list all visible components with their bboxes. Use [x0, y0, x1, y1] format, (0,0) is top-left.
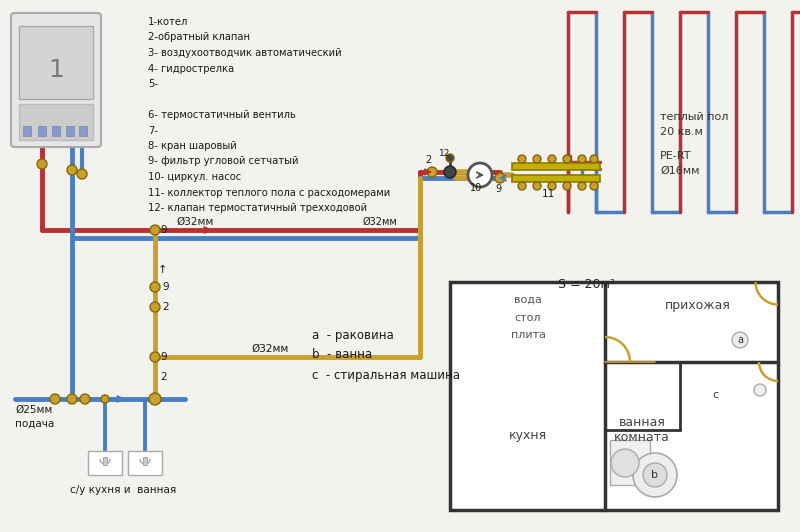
Circle shape: [37, 159, 47, 169]
Circle shape: [533, 182, 541, 190]
Text: 9: 9: [160, 225, 166, 235]
Text: 11: 11: [542, 189, 554, 199]
Text: 3- воздухоотводчик автоматический: 3- воздухоотводчик автоматический: [148, 48, 342, 58]
Text: 10- циркул. насос: 10- циркул. насос: [148, 172, 242, 182]
Text: ванная
комната: ванная комната: [614, 416, 670, 444]
Text: 2: 2: [162, 302, 169, 312]
Text: Ø32мм: Ø32мм: [362, 217, 398, 227]
Text: 2: 2: [160, 372, 166, 382]
Circle shape: [643, 463, 667, 487]
Circle shape: [590, 155, 598, 163]
Text: b: b: [651, 470, 658, 480]
Text: 9- фильтр угловой сетчатый: 9- фильтр угловой сетчатый: [148, 156, 298, 167]
Bar: [79, 126, 87, 136]
Circle shape: [468, 163, 492, 187]
Circle shape: [77, 169, 87, 179]
Circle shape: [150, 225, 160, 235]
Bar: [128, 451, 162, 475]
Circle shape: [548, 155, 556, 163]
Text: теплый пол: теплый пол: [660, 112, 728, 122]
Circle shape: [67, 165, 77, 175]
Circle shape: [533, 155, 541, 163]
Circle shape: [427, 167, 437, 177]
Bar: [512, 175, 600, 182]
Circle shape: [50, 394, 60, 404]
Bar: [88, 451, 122, 475]
Bar: [38, 126, 46, 136]
Circle shape: [611, 449, 639, 477]
Text: 20 кв.м: 20 кв.м: [660, 127, 703, 137]
Circle shape: [563, 155, 571, 163]
Circle shape: [578, 182, 586, 190]
Text: 5-: 5-: [148, 79, 158, 89]
Circle shape: [150, 352, 160, 362]
Text: 6- термостатичный вентиль: 6- термостатичный вентиль: [148, 110, 296, 120]
FancyBboxPatch shape: [11, 13, 101, 147]
Text: 12- клапан термостатичный трехходовой: 12- клапан термостатичный трехходовой: [148, 203, 367, 213]
Text: S = 20м²: S = 20м²: [558, 278, 615, 292]
Text: Ø16мм: Ø16мм: [660, 166, 699, 176]
Text: прихожая: прихожая: [665, 298, 731, 312]
Circle shape: [518, 155, 526, 163]
Circle shape: [149, 393, 161, 405]
Bar: [450, 282, 778, 510]
Text: 7-: 7-: [148, 126, 158, 136]
Text: 9: 9: [160, 352, 166, 362]
Text: вода: вода: [514, 295, 542, 305]
Text: a: a: [737, 335, 743, 345]
Circle shape: [80, 394, 90, 404]
Bar: [23, 126, 31, 136]
Text: 11- коллектор теплого пола с расходомерами: 11- коллектор теплого пола с расходомера…: [148, 187, 390, 197]
Text: Ø32мм: Ø32мм: [176, 217, 214, 227]
Text: 10: 10: [470, 183, 482, 193]
Text: b  - ванна: b - ванна: [312, 348, 372, 362]
Circle shape: [633, 453, 677, 497]
Bar: [103, 457, 107, 465]
Circle shape: [150, 302, 160, 312]
Circle shape: [150, 282, 160, 292]
Circle shape: [518, 182, 526, 190]
Text: с/у кухня и  ванная: с/у кухня и ванная: [70, 485, 176, 495]
Text: ↑: ↑: [158, 265, 166, 275]
Text: 9: 9: [162, 282, 169, 292]
Text: Ø32мм: Ø32мм: [251, 344, 289, 354]
Circle shape: [732, 332, 748, 348]
Text: a  - раковина: a - раковина: [312, 328, 394, 342]
Text: 9: 9: [495, 184, 501, 194]
Circle shape: [101, 395, 109, 403]
Bar: [66, 126, 74, 136]
Text: 2-обратный клапан: 2-обратный клапан: [148, 32, 250, 43]
Circle shape: [446, 154, 454, 162]
Bar: [52, 126, 60, 136]
Text: 12: 12: [439, 149, 450, 159]
Text: 4- гидрострелка: 4- гидрострелка: [148, 63, 234, 73]
Circle shape: [67, 394, 77, 404]
Text: 1: 1: [48, 58, 64, 82]
Circle shape: [444, 166, 456, 178]
Circle shape: [548, 182, 556, 190]
Bar: [143, 457, 147, 465]
Circle shape: [495, 173, 505, 183]
Bar: [19, 26, 93, 99]
Text: плита: плита: [510, 330, 546, 340]
Bar: [19, 104, 93, 140]
Text: Ø25мм: Ø25мм: [15, 405, 52, 415]
Text: подача: подача: [15, 419, 54, 429]
Text: 8- кран шаровый: 8- кран шаровый: [148, 141, 237, 151]
Circle shape: [754, 384, 766, 396]
Text: стол: стол: [514, 313, 542, 323]
Text: 2: 2: [425, 155, 431, 165]
Text: PE-RT: PE-RT: [660, 151, 691, 161]
Text: c: c: [712, 390, 718, 400]
Circle shape: [563, 182, 571, 190]
Text: c  - стиральная машина: c - стиральная машина: [312, 369, 460, 381]
Bar: [610, 440, 650, 485]
Text: 1-котел: 1-котел: [148, 17, 188, 27]
Circle shape: [590, 182, 598, 190]
Circle shape: [578, 155, 586, 163]
Bar: [512, 163, 600, 170]
Text: кухня: кухня: [509, 428, 547, 442]
